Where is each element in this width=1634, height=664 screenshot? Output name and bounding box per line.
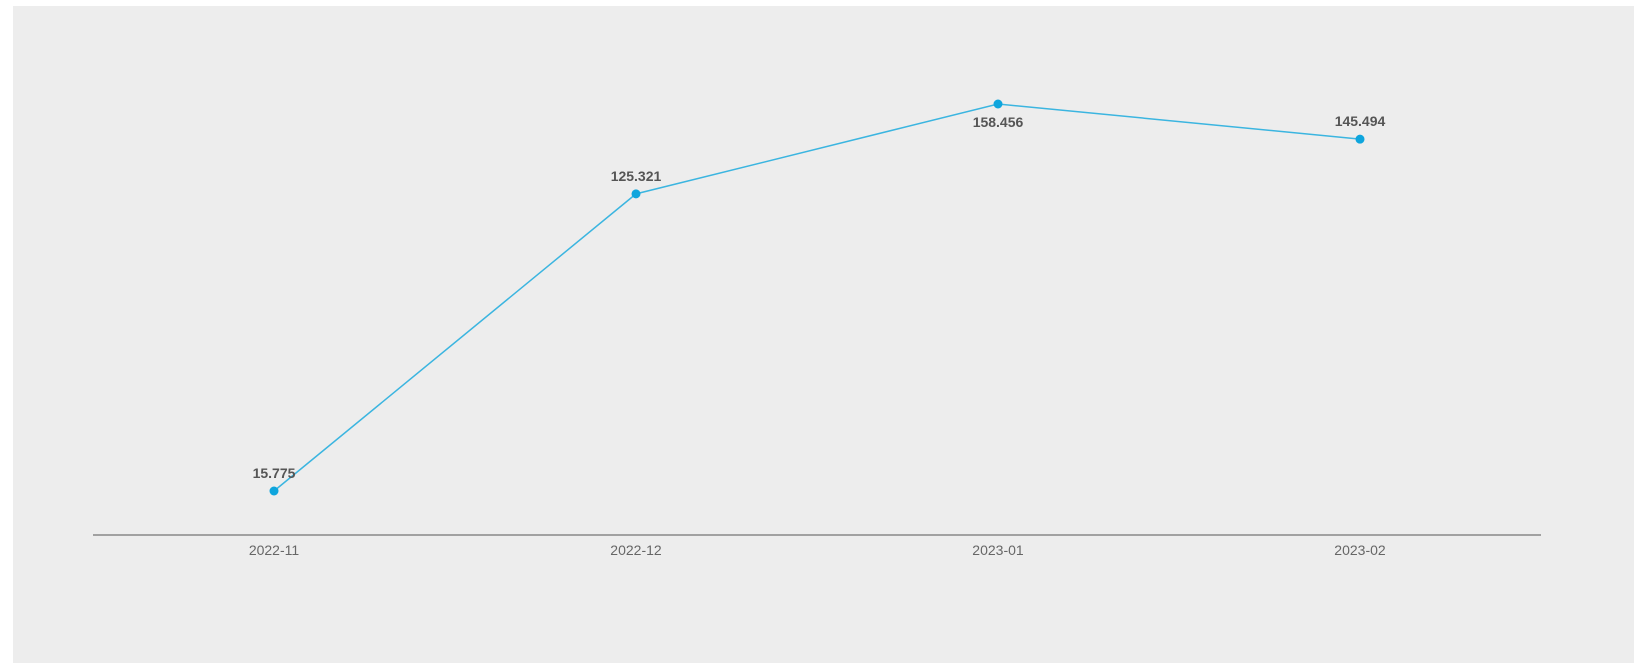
chart-panel <box>13 6 1634 663</box>
data-label: 125.321 <box>611 168 662 184</box>
data-point[interactable] <box>993 99 1003 109</box>
data-point[interactable] <box>1355 134 1365 144</box>
data-label: 15.775 <box>253 465 296 481</box>
x-tick-label: 2023-02 <box>1334 542 1386 558</box>
x-tick-label: 2022-11 <box>249 542 300 558</box>
series-line <box>273 103 1361 492</box>
x-tick-label: 2023-01 <box>972 542 1024 558</box>
data-label: 145.494 <box>1335 113 1386 129</box>
data-label: 158.456 <box>973 114 1024 130</box>
data-point[interactable] <box>631 189 641 199</box>
x-tick-label: 2022-12 <box>610 542 662 558</box>
data-point[interactable] <box>269 486 279 496</box>
